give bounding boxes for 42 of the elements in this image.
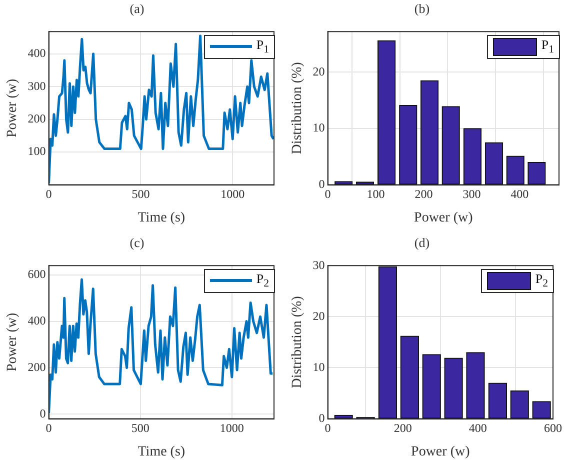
y-tick-label: 0 — [318, 176, 325, 191]
y-axis-title: Distribution (%) — [290, 296, 306, 388]
y-tick-label: 400 — [28, 46, 46, 60]
y-tick-label: 600 — [28, 267, 46, 282]
legend-label: P$_{2}$ — [535, 270, 548, 292]
x-tick-label: 500 — [132, 187, 150, 202]
y-tick-label: 10 — [312, 360, 325, 374]
y-tick-label: 20 — [312, 64, 325, 78]
x-tick-label: 1000 — [220, 187, 245, 202]
y-tick-label: 30 — [312, 258, 325, 272]
legend-label: P$_{1}$ — [541, 36, 554, 58]
x-tick-label: 100 — [366, 187, 385, 202]
x-tick-label: 400 — [468, 421, 487, 436]
y-tick-label: 200 — [28, 111, 46, 126]
x-axis-title: Time (s) — [138, 210, 186, 226]
legend-label: P$_{1}$ — [256, 36, 269, 58]
legend-label: P$_{2}$ — [256, 270, 269, 292]
y-axis-title: Power (w) — [5, 312, 20, 372]
y-tick-label: 400 — [28, 313, 46, 328]
x-tick-label: 200 — [414, 187, 433, 202]
y-tick-label: 0 — [40, 406, 46, 420]
x-tick-label: 300 — [462, 187, 481, 202]
chart-title: (d) — [414, 235, 430, 250]
chart-title: (a) — [130, 1, 144, 16]
y-tick-label: 300 — [28, 78, 46, 93]
x-tick-label: 600 — [544, 421, 562, 436]
y-tick-label: 10 — [312, 120, 325, 135]
y-axis-title: Distribution (%) — [290, 62, 306, 154]
x-tick-label: 500 — [131, 421, 150, 436]
chart-title: (b) — [414, 1, 430, 16]
x-axis-title: Time (s) — [138, 444, 186, 460]
chart-title: (c) — [130, 235, 144, 250]
x-tick-label: 1000 — [220, 421, 244, 436]
x-tick-label: 400 — [510, 187, 529, 202]
y-tick-label: 100 — [28, 144, 46, 158]
y-tick-label: 200 — [28, 360, 46, 374]
y-tick-label: 0 — [318, 410, 325, 425]
y-tick-label: 20 — [312, 308, 325, 323]
x-axis-title: Power (w) — [411, 444, 470, 460]
x-axis-title: Power (w) — [414, 210, 474, 226]
x-tick-label: 200 — [394, 421, 412, 436]
y-axis-title: Power (w) — [5, 78, 20, 138]
